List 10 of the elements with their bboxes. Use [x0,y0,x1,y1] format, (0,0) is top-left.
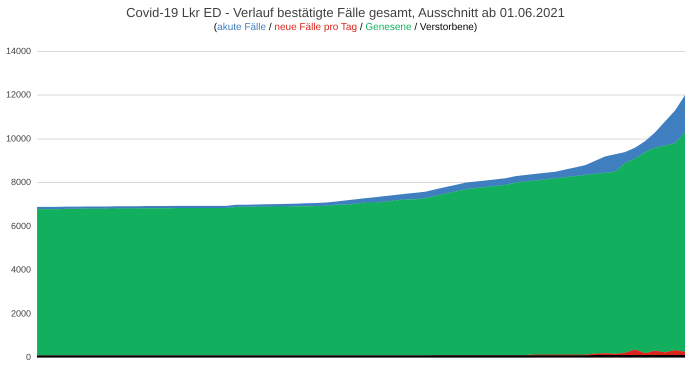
y-tick-label: 6000 [10,220,32,231]
text: (akute Fälle / neue Fälle pro Tag / Genesene / Verstorbene) [214,22,478,33]
y-tick-label: 2000 [10,308,32,318]
y-tick-label: 8000 [10,177,32,188]
y-tick-label: 14000 [6,46,32,56]
y-tick-label: 0 [26,352,32,362]
y-tick-label: 12000 [6,90,32,100]
y-tick-label: 10000 [6,133,32,144]
chart-title: Covid-19 Lkr ED - Verlauf bestätigte Fälle gesamt, Ausschnitt ab 01.06.2021 [125,4,566,20]
y-tick-label: 4000 [10,264,32,275]
